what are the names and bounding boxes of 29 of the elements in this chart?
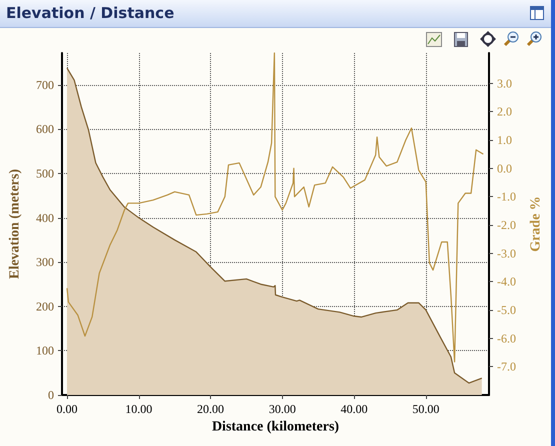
x-tick-label: 10.00 <box>125 402 152 416</box>
y-tick-label: 700 <box>36 78 54 92</box>
y2-axis-title: Grade % <box>528 196 544 252</box>
x-tick-label: 30.00 <box>268 402 296 416</box>
y-tick-label: 300 <box>36 255 54 270</box>
y-tick-label: 500 <box>36 166 54 180</box>
x-tick-label: 40.00 <box>340 402 368 416</box>
y2-tick-label: -4.0 <box>497 274 516 289</box>
y2-tick-label: -1.0 <box>497 190 516 204</box>
y-tick-label: 400 <box>36 210 54 225</box>
chart-title: Elevation / Distance <box>6 4 174 22</box>
y-tick-label: 200 <box>36 299 54 314</box>
x-tick-label: 0.00 <box>56 402 78 416</box>
y2-tick-label: -5.0 <box>497 302 516 317</box>
y-tick-label: 0 <box>48 388 54 402</box>
x-axis-title: Distance (kilometers) <box>212 419 340 434</box>
y2-tick-label: 2.0 <box>497 104 512 119</box>
y-axis-title: Elevation (meters) <box>8 168 22 280</box>
y2-tick-label: 1.0 <box>497 132 512 147</box>
y2-tick-label: 3.0 <box>497 76 512 90</box>
y2-tick-label: -6.0 <box>497 331 516 346</box>
x-tick-label: 50.00 <box>412 402 440 416</box>
y2-tick-label: -2.0 <box>497 218 516 232</box>
y2-tick-label: -7.0 <box>497 360 516 374</box>
y2-tick-label: -3.0 <box>497 246 516 260</box>
y2-tick-label: 0.0 <box>497 161 512 176</box>
y-tick-label: 600 <box>36 122 54 136</box>
y-tick-label: 100 <box>36 344 54 358</box>
x-tick-label: 20.00 <box>197 402 224 416</box>
